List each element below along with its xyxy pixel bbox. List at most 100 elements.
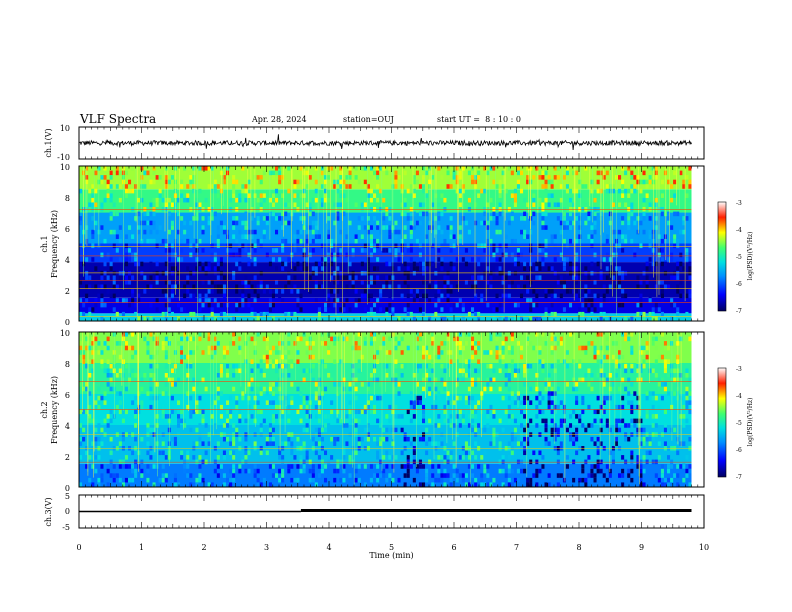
ch2-cell xyxy=(91,336,95,342)
ch2-cell xyxy=(501,345,505,351)
ch1-cell xyxy=(330,275,334,280)
ch1-cell xyxy=(639,302,643,308)
ch1-cell xyxy=(581,184,585,189)
ch2-cell xyxy=(544,441,548,446)
ch1-cell xyxy=(415,293,419,299)
ch2-cell xyxy=(180,359,184,364)
ch1-cell xyxy=(443,197,447,203)
ch2-cell xyxy=(630,368,634,374)
ch2-cell xyxy=(238,409,242,415)
ch2-cell xyxy=(504,464,508,469)
ch2-cell xyxy=(422,436,426,442)
ch1-cell xyxy=(91,188,95,194)
ch2-cell xyxy=(305,395,309,401)
ch1-channel-label: ch.1 xyxy=(40,235,49,252)
ch1-cell xyxy=(510,252,514,258)
ch2-cell xyxy=(489,332,493,337)
ch2-cell xyxy=(146,427,150,433)
ch1-cell xyxy=(281,220,285,226)
ch1-cell xyxy=(167,280,171,285)
ch2-cell xyxy=(676,482,680,487)
ch1-cell xyxy=(483,220,487,226)
ch2-cell xyxy=(498,386,502,392)
ch1-cell xyxy=(330,252,334,258)
ch2-cell xyxy=(226,373,230,378)
ch1-cell xyxy=(170,289,174,294)
ch1-cell xyxy=(520,188,524,194)
ch1-cell xyxy=(621,225,625,230)
ch2-cell xyxy=(278,404,282,410)
ch1-cell xyxy=(183,307,187,312)
ch1-cell xyxy=(605,234,609,239)
ch1-cell xyxy=(238,248,242,253)
ch2-cell xyxy=(253,473,257,478)
ch2-cell xyxy=(520,436,524,442)
ch1-cell xyxy=(562,284,566,290)
ch1-cell xyxy=(103,175,107,180)
ch2-cell xyxy=(553,427,557,433)
ch1-cell xyxy=(94,284,98,290)
ch2-cell xyxy=(584,350,588,355)
ch2-cell xyxy=(474,477,478,483)
ch1-cell xyxy=(354,175,358,180)
ch1-cell xyxy=(501,307,505,312)
ch2-cell xyxy=(474,441,478,446)
ch2-cell xyxy=(262,418,266,424)
ch1-cell xyxy=(483,166,487,171)
ch2-cell xyxy=(633,423,637,428)
ch2-cell xyxy=(440,341,444,346)
ch2-cell xyxy=(627,336,631,342)
ch1-cell xyxy=(538,275,542,280)
ch2-cell xyxy=(639,473,643,478)
ch1-cell xyxy=(336,179,340,185)
ch2-cell xyxy=(648,391,652,396)
ch1-cell xyxy=(363,179,367,185)
ch2-cell xyxy=(128,477,132,483)
ch1-cell xyxy=(232,184,236,189)
ch2-cell xyxy=(645,395,649,401)
ch2-cell xyxy=(379,423,383,428)
ch1-cell xyxy=(428,298,432,303)
ch2-cell xyxy=(639,427,643,433)
ch1-cell xyxy=(648,298,652,303)
ch2-cell xyxy=(158,450,162,456)
ch2-cell xyxy=(88,359,92,364)
ch2-cell xyxy=(688,468,692,474)
ch1-cell xyxy=(256,220,260,226)
ch2-cell xyxy=(471,473,475,478)
ch1-cell xyxy=(373,302,377,308)
ch1-cell xyxy=(648,179,652,185)
ch2-cell xyxy=(385,450,389,456)
ch2-cell xyxy=(180,450,184,456)
ch1-cell xyxy=(458,193,462,198)
ch2-cell xyxy=(373,436,377,442)
ch1-cell xyxy=(578,234,582,239)
ch1-cell xyxy=(216,229,220,235)
ch1-cell xyxy=(229,252,233,258)
ch1-cell xyxy=(195,248,199,253)
ch2-cell xyxy=(608,427,612,433)
ch2-cell xyxy=(431,368,435,374)
ch2-cell xyxy=(183,332,187,337)
ch2-cell xyxy=(369,341,373,346)
ch2-cell xyxy=(507,386,511,392)
ch2-cell xyxy=(418,436,422,442)
ch2-cell xyxy=(369,373,373,378)
ch1-cell xyxy=(278,216,282,221)
ch2-cell xyxy=(501,468,505,474)
ch2-cell xyxy=(363,336,367,342)
ch1-cell xyxy=(204,266,208,271)
ch2-cell xyxy=(134,414,138,419)
ch2-cell xyxy=(345,382,349,387)
ch1-cell xyxy=(593,293,597,299)
ch1-cell xyxy=(363,202,367,208)
ch1-cell xyxy=(636,179,640,185)
ch3-ytick-label: 0 xyxy=(65,507,70,516)
ch2-cell xyxy=(425,441,429,446)
ch1-cell xyxy=(513,238,517,244)
ch1-cell xyxy=(679,170,683,176)
ch2-cell xyxy=(458,409,462,415)
ch2-cell xyxy=(192,455,196,460)
ch1-cell xyxy=(235,302,239,308)
ch2-cell xyxy=(614,359,618,364)
